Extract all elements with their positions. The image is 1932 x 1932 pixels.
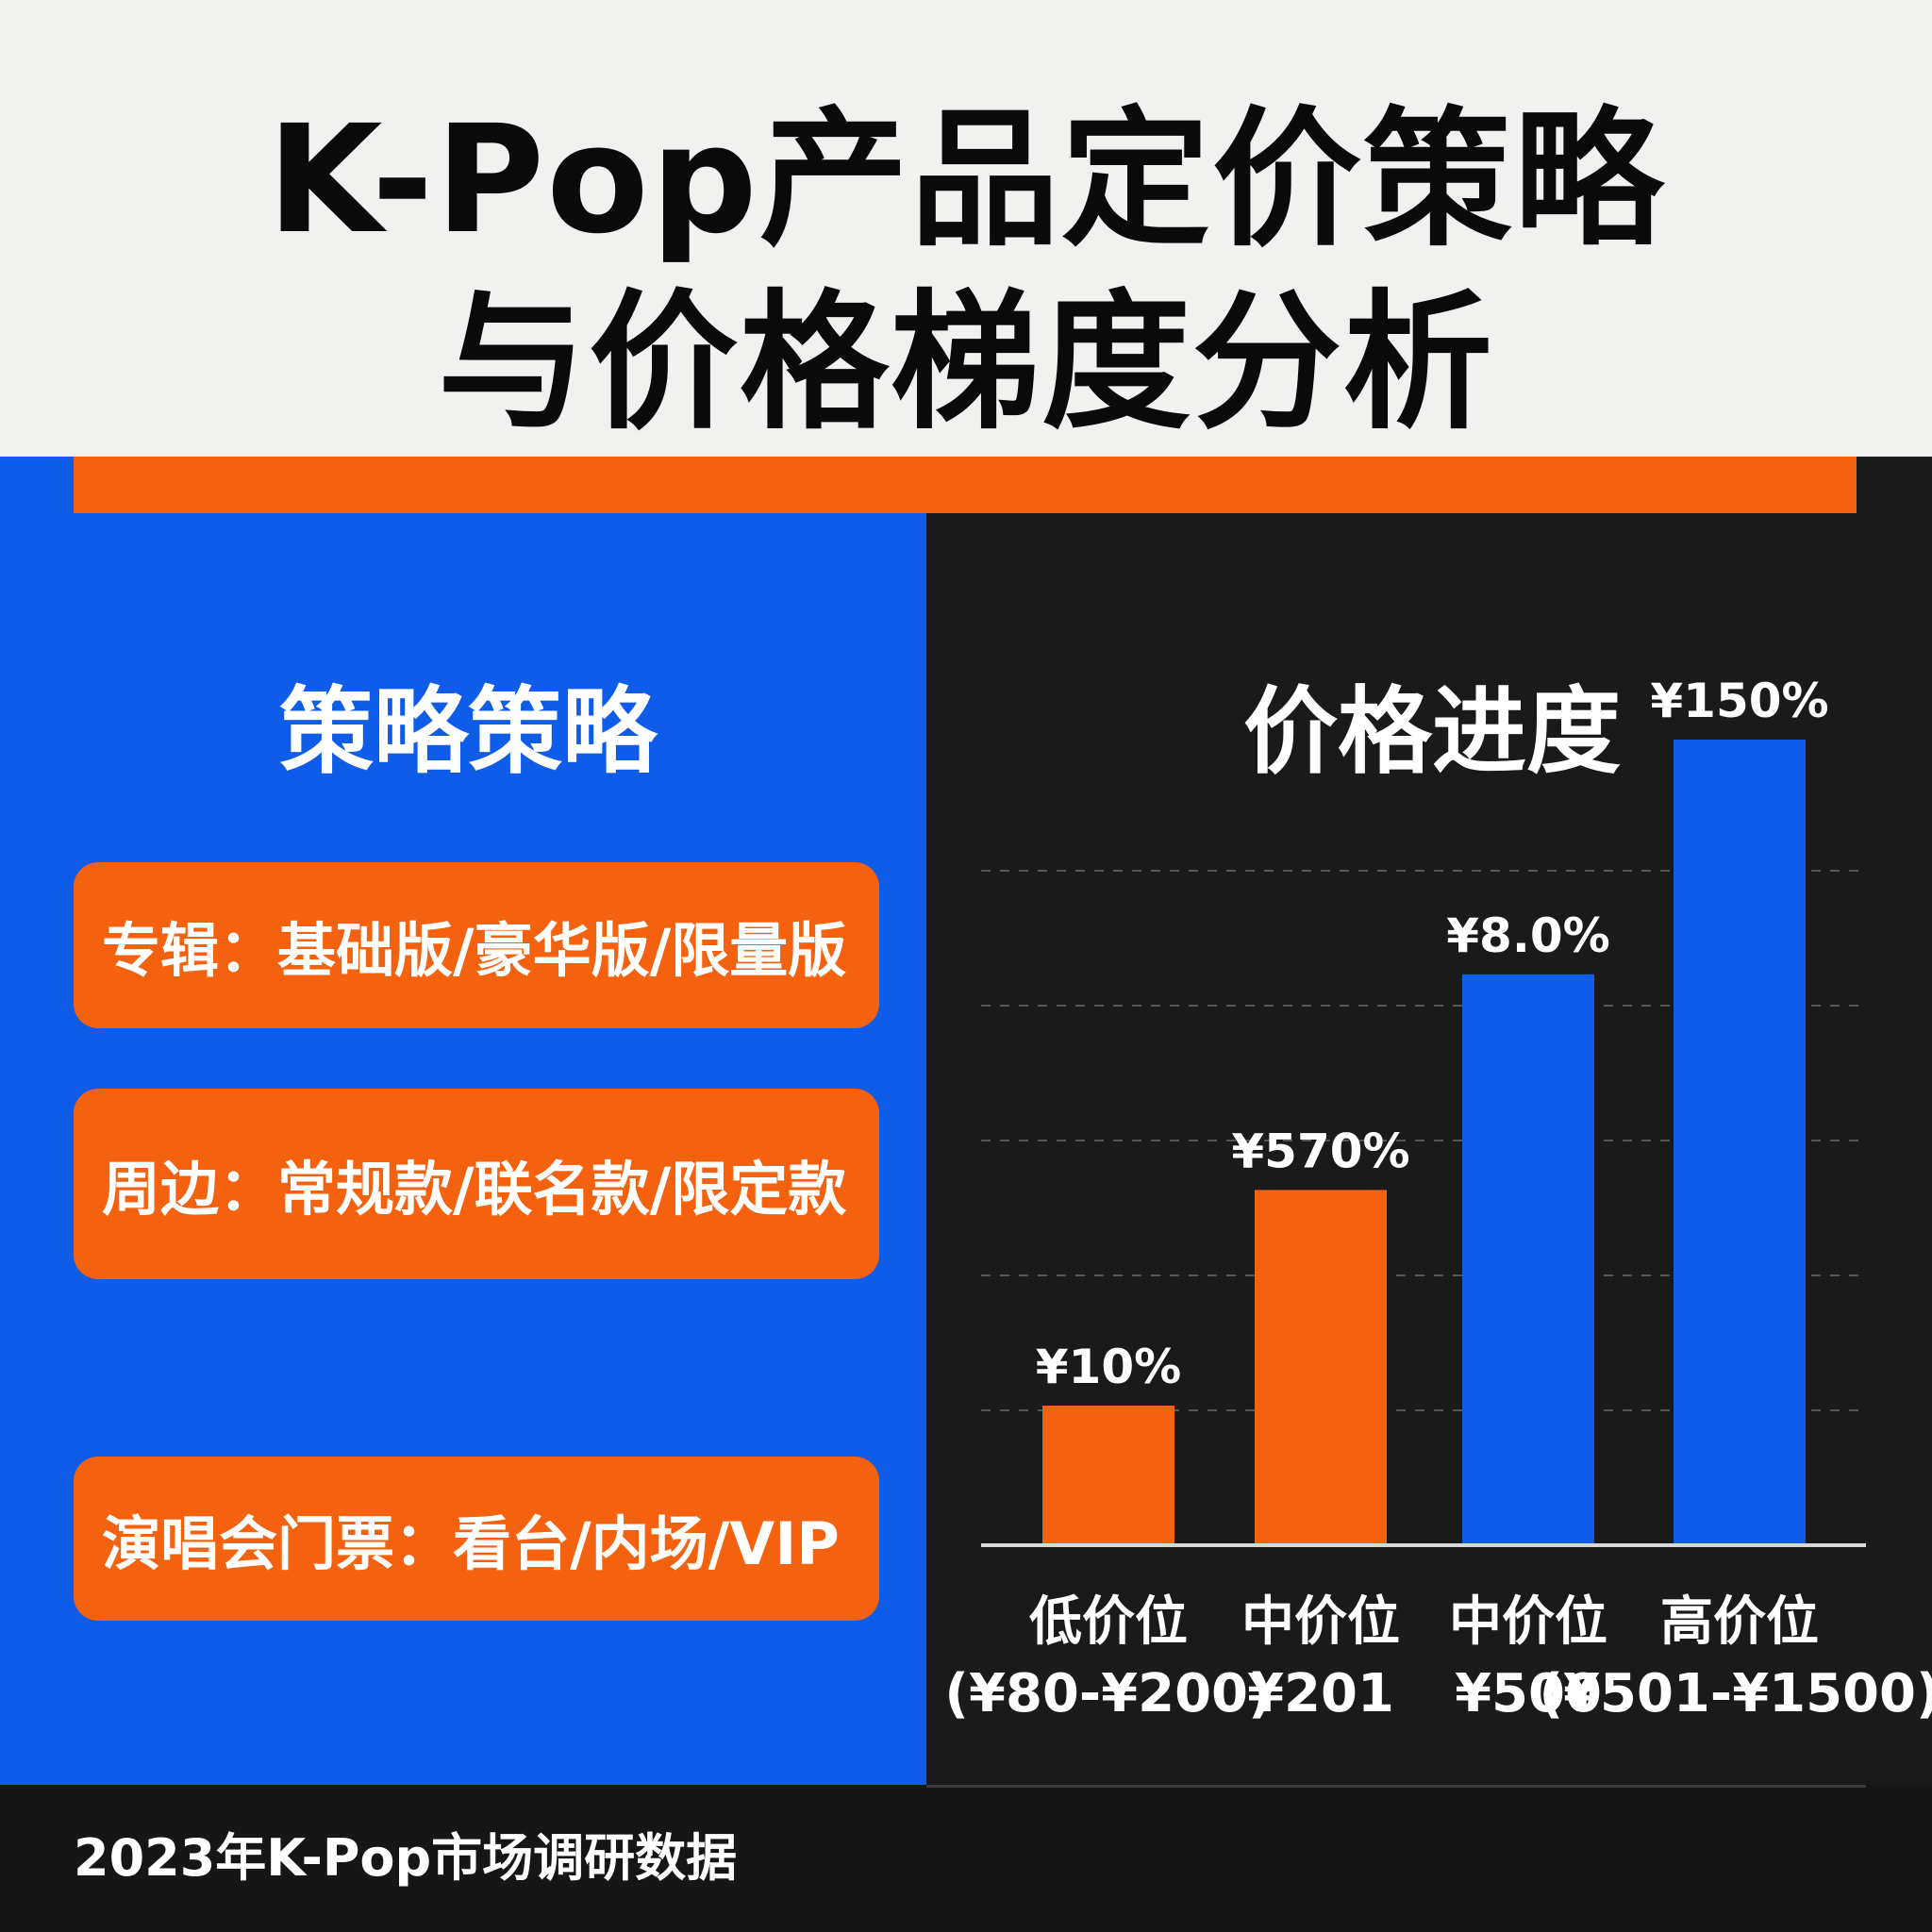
bar	[1674, 740, 1806, 1545]
strategy-card-label: 专辑：基础版/豪华版/限量版	[102, 916, 847, 985]
page-title-line-1: K-Pop产品定价策略	[267, 93, 1665, 267]
footer-band	[0, 1785, 1932, 1932]
page-title-line-2: 与价格梯度分析	[438, 276, 1494, 450]
category-label: 低价位	[1029, 1591, 1188, 1653]
accent-strip	[74, 457, 1857, 513]
bar	[1255, 1190, 1387, 1545]
category-label: (¥501-¥1500)	[1539, 1663, 1932, 1724]
category-label: ¥201	[1247, 1663, 1394, 1724]
chart-title: 价格进度	[1243, 676, 1621, 787]
category-label: ¥500	[1455, 1663, 1602, 1724]
category-label: (¥80-¥200)	[944, 1663, 1272, 1724]
category-label: 高价位	[1660, 1591, 1819, 1653]
bar	[1462, 974, 1594, 1545]
strategy-card-merch: 周边：常规款/联名款/限定款	[74, 1089, 879, 1279]
strategy-heading: 策略策略	[279, 676, 657, 787]
category-label: 中价位	[1449, 1591, 1607, 1653]
title-band	[0, 0, 1932, 457]
footer-source-note: 2023年K-Pop市场调研数据	[74, 1828, 738, 1888]
bar-value-label: ¥150%	[1650, 674, 1828, 728]
category-label: 中价位	[1241, 1591, 1400, 1653]
strategy-card-label: 演唱会门票：看台/内场/VIP	[102, 1509, 840, 1578]
strategy-card-label: 周边：常规款/联名款/限定款	[102, 1155, 847, 1224]
strategy-card-tickets: 演唱会门票：看台/内场/VIP	[74, 1457, 879, 1621]
bar-value-label: ¥10%	[1036, 1340, 1181, 1394]
strategy-card-album: 专辑：基础版/豪华版/限量版	[74, 862, 879, 1028]
bar-value-label: ¥570%	[1231, 1124, 1409, 1178]
bar-value-label: ¥8.0%	[1446, 908, 1609, 963]
bar	[1042, 1406, 1174, 1545]
footer-divider	[926, 1785, 1866, 1788]
price-tier-chart: ¥10% 低价位 (¥80-¥200) ¥570% 中价位 ¥201 ¥8.0% 中价位 ¥50…	[944, 674, 1932, 1724]
